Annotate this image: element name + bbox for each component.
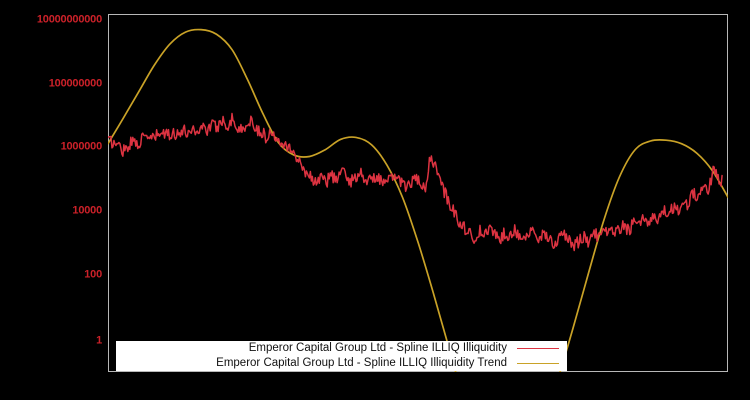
- ytick-label-3: 10000: [72, 204, 102, 217]
- legend-swatch-main-icon: [517, 348, 559, 349]
- legend-label-trend: Emperor Capital Group Ltd - Spline ILLIQ…: [216, 357, 507, 369]
- legend-label-main: Emperor Capital Group Ltd - Spline ILLIQ…: [248, 342, 507, 354]
- ytick-label-5: 1: [96, 334, 102, 347]
- plot-frame: [108, 14, 728, 372]
- chart-legend: Emperor Capital Group Ltd - Spline ILLIQ…: [116, 341, 567, 371]
- ytick-label-0: 10000000000: [36, 13, 102, 26]
- legend-entry-main: Emperor Capital Group Ltd - Spline ILLIQ…: [116, 341, 567, 356]
- ytick-label-1: 100000000: [48, 77, 102, 90]
- legend-swatch-trend-icon: [517, 363, 559, 364]
- ytick-label-2: 1000000: [60, 140, 103, 153]
- legend-entry-trend: Emperor Capital Group Ltd - Spline ILLIQ…: [116, 356, 567, 371]
- ytick-label-4: 100: [84, 268, 102, 281]
- series-main-line: [108, 112, 723, 252]
- series-trend-line: [108, 28, 728, 372]
